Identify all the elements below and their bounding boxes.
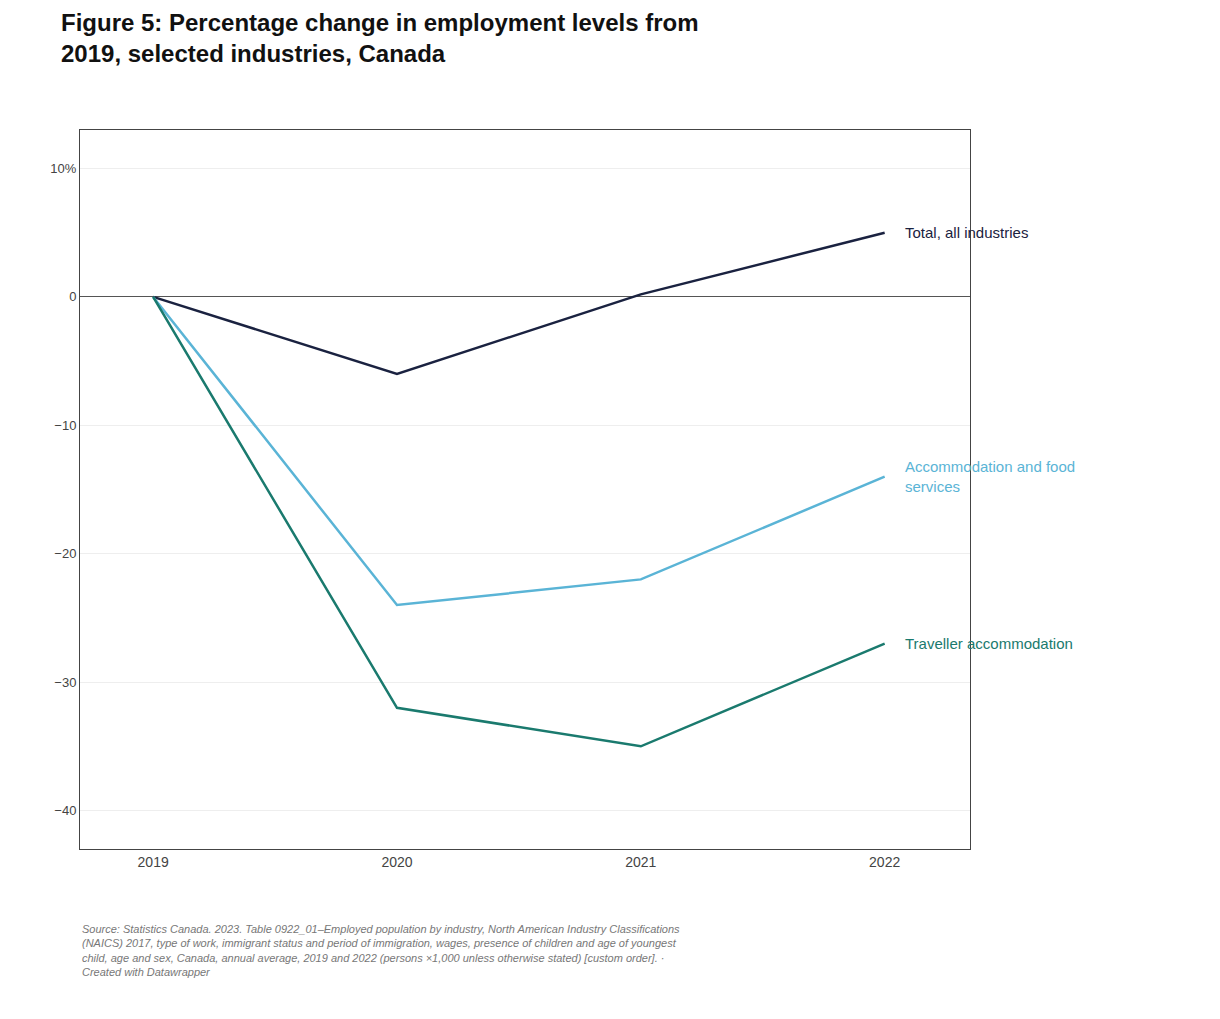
svg-text:Figure 5: Percentage change in: Figure 5: Percentage change in employmen… (61, 9, 699, 67)
svg-text:Total, all industries: Total, all industries (905, 224, 1028, 241)
svg-text:Traveller accommodation: Traveller accommodation (905, 635, 1073, 652)
svg-text:0: 0 (69, 289, 76, 304)
svg-text:2021: 2021 (625, 854, 656, 870)
svg-text:2019: 2019 (138, 854, 169, 870)
svg-text:Accommodation and foodservices: Accommodation and foodservices (905, 458, 1075, 495)
svg-text:−30: −30 (54, 675, 76, 690)
svg-text:10%: 10% (50, 161, 76, 176)
svg-text:2022: 2022 (869, 854, 900, 870)
svg-text:−40: −40 (54, 803, 76, 818)
svg-text:Source: Statistics Canada. 202: Source: Statistics Canada. 2023. Table 0… (82, 923, 680, 978)
svg-text:−20: −20 (54, 546, 76, 561)
svg-text:−10: −10 (54, 418, 76, 433)
svg-text:2020: 2020 (381, 854, 412, 870)
